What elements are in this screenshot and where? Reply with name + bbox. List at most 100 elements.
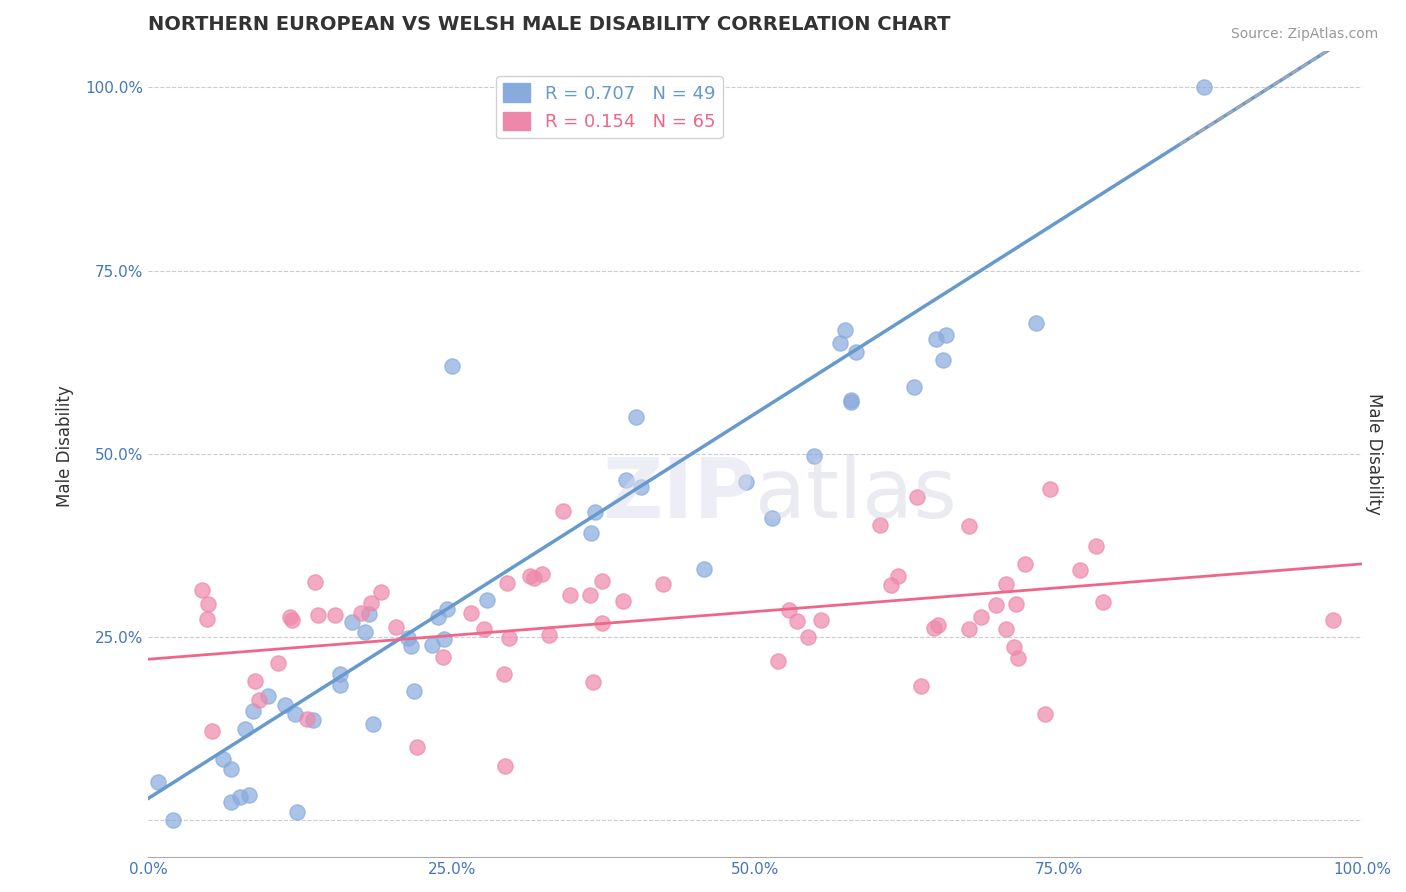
- Northern Europeans: [924, 332, 946, 346]
- Welsh: [560, 588, 582, 602]
- Northern Europeans: [361, 716, 384, 731]
- Welsh: [778, 603, 800, 617]
- Northern Europeans: [420, 638, 443, 652]
- Northern Europeans: [146, 775, 169, 789]
- Welsh: [247, 693, 270, 707]
- Northern Europeans: [284, 706, 307, 721]
- Northern Europeans: [302, 713, 325, 727]
- Northern Europeans: [340, 615, 363, 629]
- Northern Europeans: [475, 593, 498, 607]
- Welsh: [578, 587, 600, 601]
- Text: Source: ZipAtlas.com: Source: ZipAtlas.com: [1230, 27, 1378, 41]
- Welsh: [370, 585, 392, 599]
- Welsh: [498, 631, 520, 645]
- Northern Europeans: [583, 505, 606, 519]
- Welsh: [651, 577, 673, 591]
- Northern Europeans: [581, 526, 603, 541]
- Welsh: [385, 620, 408, 634]
- Welsh: [307, 607, 329, 622]
- Welsh: [1069, 563, 1091, 577]
- Welsh: [538, 628, 561, 642]
- Northern Europeans: [935, 327, 957, 342]
- Welsh: [201, 724, 224, 739]
- Welsh: [1033, 706, 1056, 721]
- Welsh: [460, 606, 482, 620]
- Welsh: [786, 614, 808, 628]
- Northern Europeans: [229, 790, 252, 805]
- Welsh: [197, 597, 219, 611]
- Welsh: [984, 598, 1007, 612]
- Y-axis label: Male Disability: Male Disability: [1365, 393, 1384, 515]
- Northern Europeans: [433, 632, 456, 646]
- Welsh: [994, 622, 1017, 636]
- Welsh: [927, 617, 949, 632]
- Welsh: [304, 574, 326, 589]
- Northern Europeans: [693, 561, 716, 575]
- Welsh: [551, 504, 574, 518]
- Welsh: [591, 615, 613, 630]
- Welsh: [297, 713, 319, 727]
- Northern Europeans: [401, 639, 423, 653]
- Welsh: [1084, 539, 1107, 553]
- Welsh: [1007, 651, 1029, 665]
- Welsh: [1014, 557, 1036, 571]
- Northern Europeans: [329, 666, 352, 681]
- Northern Europeans: [257, 689, 280, 703]
- Welsh: [766, 654, 789, 668]
- Northern Europeans: [440, 359, 463, 373]
- Welsh: [267, 656, 290, 670]
- Northern Europeans: [839, 395, 862, 409]
- Northern Europeans: [396, 632, 419, 646]
- Welsh: [879, 578, 901, 592]
- Welsh: [531, 566, 554, 581]
- Northern Europeans: [427, 609, 450, 624]
- Welsh: [432, 649, 454, 664]
- Welsh: [523, 571, 546, 585]
- Welsh: [910, 679, 932, 693]
- Welsh: [278, 610, 301, 624]
- Northern Europeans: [1025, 316, 1047, 330]
- Welsh: [869, 518, 891, 533]
- Welsh: [519, 569, 541, 583]
- Northern Europeans: [630, 480, 652, 494]
- Welsh: [922, 621, 945, 635]
- Northern Europeans: [285, 805, 308, 819]
- Northern Europeans: [354, 624, 377, 639]
- Welsh: [591, 574, 613, 589]
- Welsh: [191, 583, 214, 598]
- Welsh: [360, 596, 382, 610]
- Legend: R = 0.707   N = 49, R = 0.154   N = 65: R = 0.707 N = 49, R = 0.154 N = 65: [496, 76, 723, 138]
- Northern Europeans: [162, 814, 184, 828]
- Northern Europeans: [357, 607, 380, 622]
- Welsh: [1091, 595, 1114, 609]
- Welsh: [406, 739, 429, 754]
- Welsh: [995, 577, 1018, 591]
- Northern Europeans: [238, 788, 260, 802]
- Text: atlas: atlas: [755, 454, 957, 535]
- Northern Europeans: [903, 380, 925, 394]
- Welsh: [495, 576, 517, 591]
- Northern Europeans: [1192, 80, 1215, 95]
- Northern Europeans: [233, 722, 256, 736]
- Northern Europeans: [845, 345, 868, 359]
- Northern Europeans: [436, 602, 458, 616]
- Northern Europeans: [834, 323, 856, 337]
- Northern Europeans: [242, 704, 264, 718]
- Welsh: [810, 613, 832, 627]
- Welsh: [1004, 597, 1026, 611]
- Welsh: [472, 623, 495, 637]
- Welsh: [1038, 483, 1060, 497]
- Text: NORTHERN EUROPEAN VS WELSH MALE DISABILITY CORRELATION CHART: NORTHERN EUROPEAN VS WELSH MALE DISABILI…: [148, 15, 950, 34]
- Northern Europeans: [839, 392, 862, 407]
- Welsh: [886, 569, 908, 583]
- Welsh: [957, 519, 980, 533]
- Text: Male Disability: Male Disability: [56, 385, 75, 507]
- Northern Europeans: [735, 475, 758, 489]
- Welsh: [195, 612, 218, 626]
- Northern Europeans: [624, 409, 647, 424]
- Welsh: [905, 490, 928, 504]
- Northern Europeans: [614, 473, 637, 487]
- Northern Europeans: [221, 795, 243, 809]
- Welsh: [1002, 640, 1025, 654]
- Northern Europeans: [219, 762, 242, 776]
